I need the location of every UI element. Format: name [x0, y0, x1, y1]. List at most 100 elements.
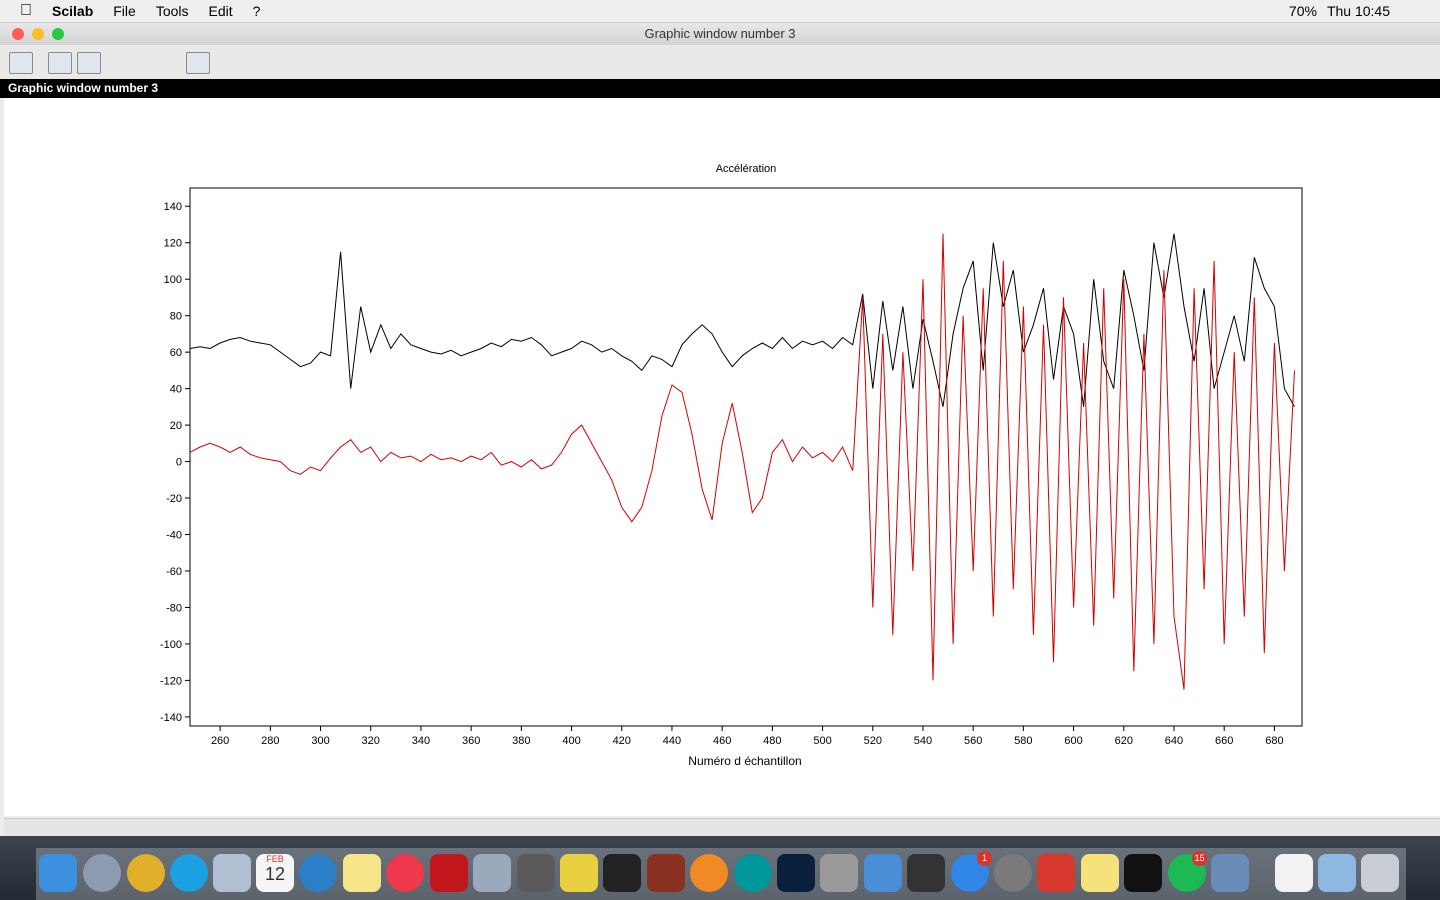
- y-tick-label: 120: [164, 238, 182, 250]
- dock-icon[interactable]: [907, 854, 945, 892]
- dock-icon[interactable]: [864, 854, 902, 892]
- menu-item[interactable]: ?: [253, 3, 261, 19]
- dock-icon[interactable]: [213, 854, 251, 892]
- x-tick-label: 560: [964, 735, 982, 747]
- x-tick-label: 600: [1064, 735, 1082, 747]
- x-tick-label: 460: [713, 735, 731, 747]
- dock-icon[interactable]: [777, 854, 815, 892]
- help-tool[interactable]: [186, 52, 210, 74]
- dock-badge: 15: [1192, 851, 1207, 866]
- x-tick-label: 520: [864, 735, 882, 747]
- clock[interactable]: Thu 10:45: [1326, 3, 1390, 19]
- menu-bar:  Scilab File Tools Edit ? 70% Thu 10:45: [0, 0, 1440, 23]
- x-tick-label: 320: [362, 735, 380, 747]
- dock-icon[interactable]: [647, 854, 685, 892]
- x-tick-label: 380: [512, 735, 530, 747]
- x-tick-label: 640: [1165, 735, 1183, 747]
- dock-icon[interactable]: [1318, 854, 1356, 892]
- dock-icon[interactable]: [820, 854, 858, 892]
- dock-icon[interactable]: [343, 854, 381, 892]
- close-button[interactable]: [12, 28, 24, 40]
- dock-icon[interactable]: [560, 854, 598, 892]
- x-tick-label: 480: [763, 735, 781, 747]
- x-tick-label: 680: [1265, 735, 1283, 747]
- dock-icon[interactable]: [1361, 854, 1399, 892]
- y-tick-label: 100: [164, 274, 182, 286]
- x-tick-label: 440: [663, 735, 681, 747]
- dock-icon[interactable]: [690, 854, 728, 892]
- menu-item[interactable]: File: [101, 3, 136, 19]
- status-bar: [4, 818, 1440, 837]
- figure-header: Graphic window number 3: [0, 79, 1440, 98]
- x-tick-label: 340: [412, 735, 430, 747]
- dock-icon[interactable]: [1275, 854, 1313, 892]
- x-tick-label: 280: [261, 735, 279, 747]
- dock-icon[interactable]: [127, 854, 165, 892]
- dock-icon[interactable]: [473, 854, 511, 892]
- x-tick-label: 260: [211, 735, 229, 747]
- dock-icon[interactable]: [1211, 854, 1249, 892]
- calendar-day: 12: [264, 864, 286, 884]
- calendar-month: FEB: [266, 854, 284, 864]
- y-tick-label: 0: [176, 457, 182, 469]
- minimize-button[interactable]: [32, 28, 44, 40]
- dock-icon[interactable]: [517, 854, 555, 892]
- x-tick-label: 580: [1014, 735, 1032, 747]
- menu-item[interactable]: Tools: [143, 3, 189, 19]
- dock-icon[interactable]: [734, 854, 772, 892]
- data-line: [189, 233, 1295, 690]
- chart-title: Accélération: [716, 163, 777, 175]
- dock-icon[interactable]: [1124, 854, 1162, 892]
- window-title: Graphic window number 3: [0, 23, 1440, 45]
- app-menu[interactable]: Scilab: [40, 3, 93, 19]
- x-tick-label: 620: [1115, 735, 1133, 747]
- dock-badge: 1: [977, 851, 992, 866]
- dock-icon[interactable]: [1037, 854, 1075, 892]
- dock-icon[interactable]: [430, 854, 468, 892]
- zoom-button[interactable]: [52, 28, 64, 40]
- unzoom-tool[interactable]: [77, 52, 101, 74]
- dock-icon[interactable]: [994, 854, 1032, 892]
- x-axis-label: Numéro d échantillon: [688, 754, 801, 768]
- figure-canvas: Accélération Numéro d échantillon 260 280…: [4, 98, 1440, 816]
- y-tick-label: 60: [170, 347, 182, 359]
- dock-icon[interactable]: [299, 854, 337, 892]
- menu-item[interactable]: Edit: [196, 3, 233, 19]
- x-tick-label: 400: [562, 735, 580, 747]
- dock-icon[interactable]: [83, 854, 121, 892]
- x-tick-label: 300: [311, 735, 329, 747]
- rotate-tool[interactable]: [9, 52, 33, 74]
- y-tick-label: -140: [160, 712, 182, 724]
- dock-calendar[interactable]: FEB 12: [256, 854, 294, 892]
- x-tick-label: 500: [813, 735, 831, 747]
- y-tick-label: -60: [166, 566, 182, 578]
- x-tick-label: 360: [462, 735, 480, 747]
- datatip-tool[interactable]: [117, 52, 141, 74]
- dock-icon[interactable]: [386, 854, 424, 892]
- toolbar: [0, 45, 1440, 79]
- y-tick-label: 140: [164, 201, 182, 213]
- dock-icon[interactable]: [1081, 854, 1119, 892]
- x-tick-label: 420: [613, 735, 631, 747]
- y-tick-label: -100: [160, 639, 182, 651]
- dock-icon[interactable]: [603, 854, 641, 892]
- zoom-tool[interactable]: [48, 52, 72, 74]
- data-line: [189, 233, 1295, 408]
- y-tick-label: -20: [166, 493, 182, 505]
- plot-frame: [189, 187, 1303, 727]
- dock-icon[interactable]: [170, 854, 208, 892]
- battery[interactable]: 70%: [1288, 3, 1317, 19]
- y-tick-label: 80: [170, 311, 182, 323]
- y-tick-label: 40: [170, 384, 182, 396]
- y-tick-label: 20: [170, 420, 182, 432]
- apple-menu[interactable]: : [20, 2, 32, 20]
- y-tick-label: -40: [166, 530, 182, 542]
- editor-tool[interactable]: [147, 52, 171, 74]
- dock-icon[interactable]: [39, 854, 77, 892]
- x-tick-label: 540: [914, 735, 932, 747]
- x-tick-label: 660: [1215, 735, 1233, 747]
- y-tick-label: -80: [166, 602, 182, 614]
- chart: Accélération Numéro d échantillon 260 280…: [160, 163, 1303, 768]
- y-tick-label: -120: [160, 675, 182, 687]
